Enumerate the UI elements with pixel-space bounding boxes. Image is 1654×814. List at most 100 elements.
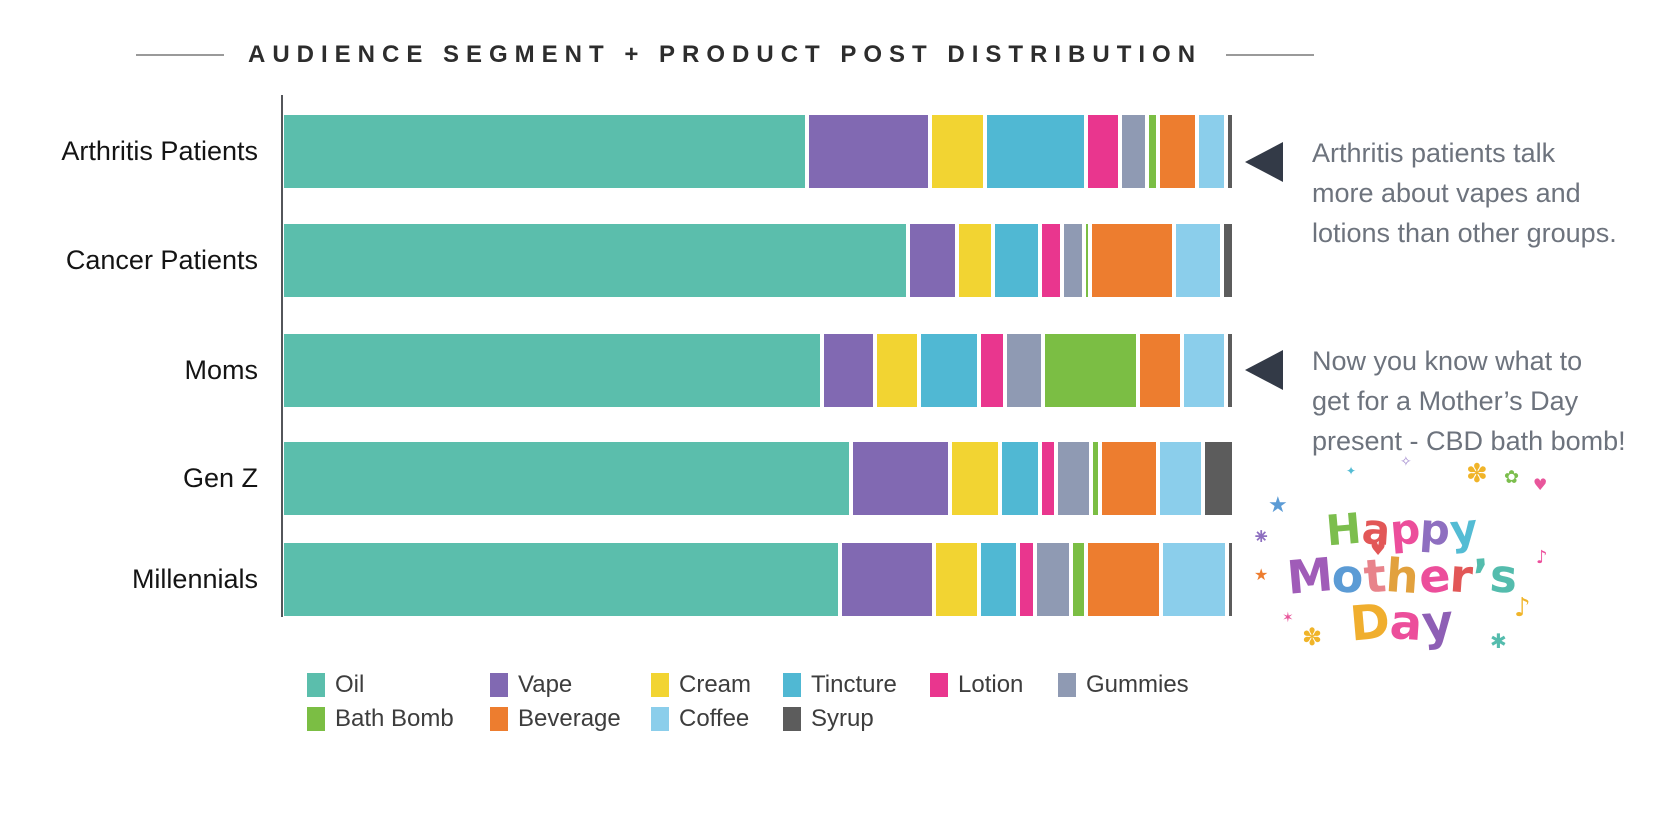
legend-label: Cream [679,671,752,698]
bar-row-arthritis-patients [284,115,1232,188]
legend-label: Tincture [811,671,897,698]
legend-item-cream: Cream [651,671,752,698]
legend-item-syrup: Syrup [783,705,874,732]
decoration-glyph-icon: ✦ [1346,464,1357,478]
bar-segment-bath-bomb [1148,115,1157,188]
decoration-glyph-icon: ✶ [1282,610,1294,626]
bar-segment-coffee [1184,334,1225,407]
bar-row-moms [284,334,1232,407]
bar-segment-vape [823,334,873,407]
bar-segment-lotion [1041,224,1060,297]
bar-row-gen-z [284,442,1233,515]
bar-segment-coffee [1198,115,1225,188]
bar-segment-tincture [995,224,1038,297]
bar-label-arthritis-patients: Arthritis Patients [61,136,258,166]
bar-segment-vape [842,543,933,616]
bar-segment-syrup [1205,442,1233,515]
callout-arrow-left-icon [1245,142,1283,182]
bar-segment-coffee [1159,442,1202,515]
bar-segment-beverage [1088,543,1159,616]
mothers-day-word-day: Day [1347,593,1457,653]
bar-segment-oil [284,442,849,515]
bar-segment-tincture [1002,442,1039,515]
legend-item-oil: Oil [307,671,364,698]
bar-segment-syrup [1228,334,1232,407]
bar-segment-bath-bomb [1085,224,1088,297]
bar-segment-oil [284,543,839,616]
bar-segment-oil [284,224,906,297]
decoration-glyph-icon: ★ [1254,565,1269,584]
legend-item-tincture: Tincture [783,671,897,698]
legend-label: Beverage [518,705,621,732]
bar-segment-cream [959,224,992,297]
bar-segment-gummies [1036,543,1069,616]
chart-title: AUDIENCE SEGMENT + PRODUCT POST DISTRIBU… [247,41,1203,68]
legend-swatch-icon [930,673,948,697]
decoration-glyph-icon: ✽ [1302,623,1323,651]
legend-swatch-icon [490,707,508,731]
bar-segment-oil [284,115,805,188]
decoration-glyph-icon: ✽ [1466,459,1488,489]
bar-row-cancer-patients [284,224,1232,297]
bar-segment-tincture [921,334,977,407]
bar-segment-vape [852,442,948,515]
legend-item-beverage: Beverage [490,705,621,732]
bar-segment-cream [936,543,978,616]
bar-segment-oil [284,334,820,407]
decoration-glyph-icon: ♥ [1370,539,1387,560]
legend-swatch-icon [307,673,325,697]
bar-segment-bath-bomb [1044,334,1137,407]
chart-header: AUDIENCE SEGMENT + PRODUCT POST DISTRIBU… [135,38,1315,72]
legend-swatch-icon [1058,673,1076,697]
legend-label: Vape [518,671,573,698]
legend-swatch-icon [307,707,325,731]
bar-segment-syrup [1224,224,1232,297]
legend-label: Bath Bomb [335,705,454,732]
bar-label-gen-z: Gen Z [182,463,258,493]
callout-text-mothers-day: Now you know what to get for a Mother’s … [1312,346,1626,456]
legend-item-gummies: Gummies [1058,671,1189,698]
bar-segment-beverage [1140,334,1181,407]
y-axis-line [281,95,283,617]
bar-label-moms: Moms [184,355,259,385]
legend-item-coffee: Coffee [651,705,750,732]
bar-segment-lotion [1087,115,1118,188]
decoration-glyph-icon: ✿ [1504,467,1520,488]
bar-segment-coffee [1176,224,1221,297]
legend-swatch-icon [783,673,801,697]
mothers-day-word-happy: Happy [1324,503,1480,556]
bar-segment-beverage [1091,224,1172,297]
decoration-glyph-icon: ✧ [1400,454,1412,470]
legend-item-lotion: Lotion [930,671,1023,698]
bar-segment-vape [808,115,929,188]
decoration-glyph-icon: ✱ [1490,629,1507,653]
bar-segment-vape [909,224,956,297]
legend-swatch-icon [651,707,669,731]
bar-segment-coffee [1162,543,1226,616]
bar-segment-lotion [1020,543,1033,616]
legend-label: Gummies [1086,671,1189,698]
legend-item-bath-bomb: Bath Bomb [307,705,454,732]
bar-segment-bath-bomb [1092,442,1098,515]
bar-segment-tincture [981,543,1017,616]
bar-segment-gummies [1006,334,1041,407]
bar-segment-syrup [1229,543,1233,616]
decoration-glyph-icon: ★ [1268,493,1288,518]
decoration-glyph-icon: ♥ [1533,475,1548,494]
bar-segment-gummies [1063,224,1082,297]
bar-segment-beverage [1101,442,1156,515]
bar-segment-cream [951,442,999,515]
legend-label: Syrup [811,705,874,732]
bar-segment-cream [932,115,983,188]
bar-segment-gummies [1058,442,1089,515]
title-rule-left [135,54,224,56]
legend-label: Coffee [679,705,750,732]
legend-swatch-icon [651,673,669,697]
callout-text-arthritis: Arthritis patients talk more about vapes… [1312,138,1617,248]
bar-segment-cream [876,334,918,407]
bar-segment-gummies [1121,115,1145,188]
decoration-glyph-icon: ♪ [1514,593,1531,623]
bar-label-millennials: Millennials [131,564,258,594]
legend-swatch-icon [490,673,508,697]
